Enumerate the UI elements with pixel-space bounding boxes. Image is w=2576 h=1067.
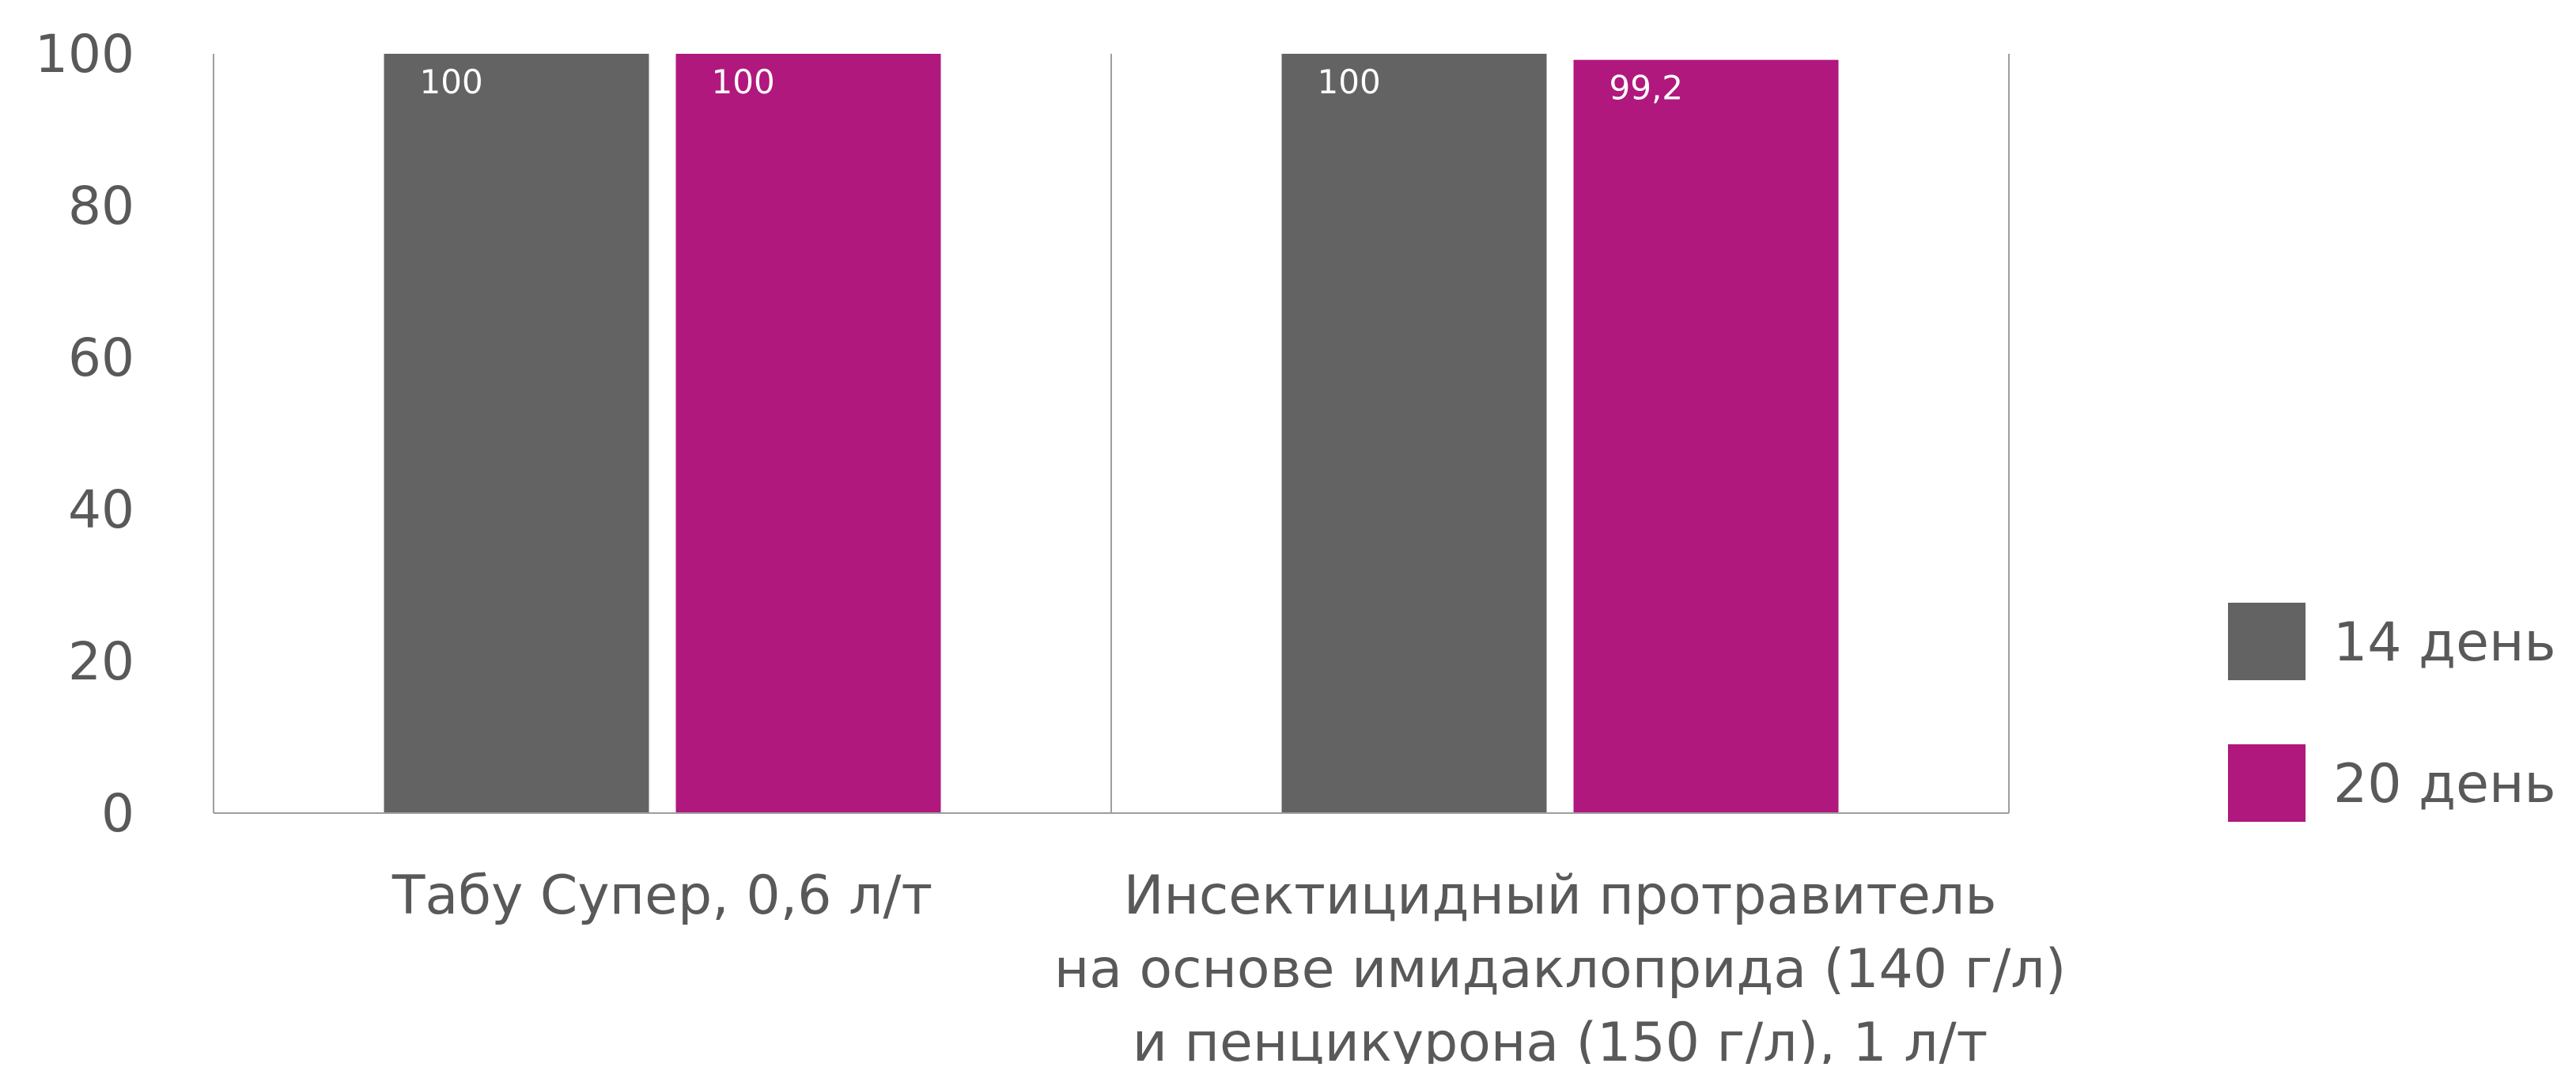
axes: 0 20 40 60 80 100 Табу Супер, 0,6 л/т Инсектици…	[35, 24, 2067, 1067]
data-label: 99,2	[1610, 69, 1684, 108]
bar	[675, 54, 941, 813]
bar	[384, 54, 649, 813]
y-tick-label: 80	[68, 176, 134, 236]
bar	[1281, 54, 1547, 813]
plot-area	[213, 54, 2010, 813]
y-tick-label: 0	[101, 783, 134, 844]
y-tick-label: 100	[35, 24, 134, 85]
x-category-label: на основе имидаклоприда (140 г/л)	[1054, 938, 2067, 1001]
data-labels: 100 100 100 99,2	[420, 62, 1684, 108]
legend: 14 день 20 день	[2228, 603, 2556, 822]
data-label: 100	[420, 62, 483, 101]
bars	[384, 54, 1839, 814]
x-category-label: и пенцикурона (150 г/л), 1 л/т	[1133, 1012, 1988, 1064]
bar	[1573, 59, 1839, 814]
y-tick-label: 60	[68, 327, 134, 388]
data-label: 100	[712, 62, 775, 101]
legend-entry-label: 20 день	[2333, 753, 2556, 815]
x-category-label: Инсектицидный протравитель	[1124, 865, 1997, 927]
x-category-label: Табу Супер, 0,6 л/т	[392, 865, 932, 927]
legend-swatch	[2228, 744, 2306, 822]
legend-entry-label: 14 день	[2333, 611, 2556, 674]
y-tick-label: 20	[68, 631, 134, 692]
data-label: 100	[1318, 62, 1381, 101]
legend-swatch	[2228, 603, 2306, 680]
y-tick-label: 40	[68, 479, 134, 540]
